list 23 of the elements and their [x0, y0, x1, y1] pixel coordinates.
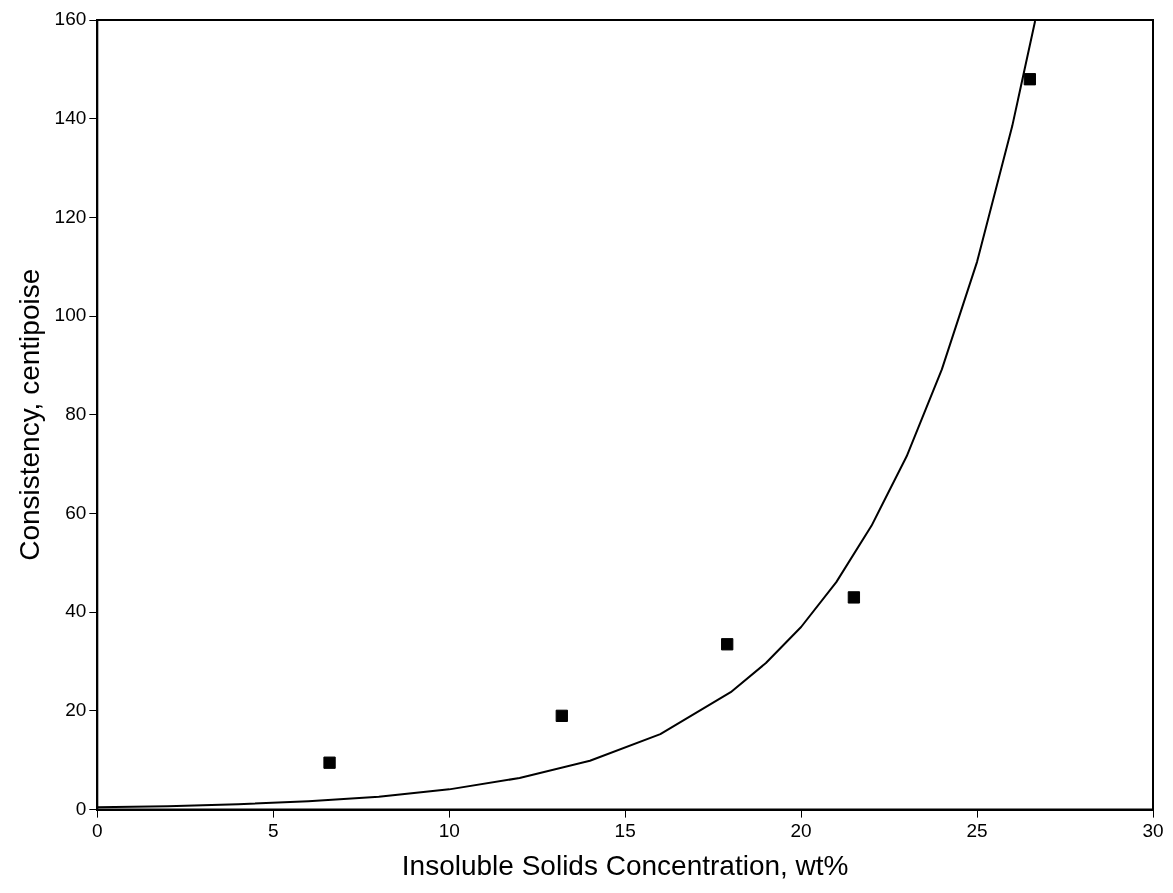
y-tick-label: 160: [54, 8, 87, 30]
y-tick-label: 60: [65, 501, 87, 523]
x-tick-label: 5: [267, 820, 279, 842]
point: [323, 756, 336, 769]
y-tick-label: 40: [65, 600, 87, 622]
point: [555, 709, 568, 722]
point: [721, 638, 734, 651]
y-tick-label: 20: [65, 699, 87, 721]
y-axis-title: Consistency, centipoise: [13, 268, 45, 561]
x-tick-label: 10: [438, 820, 460, 842]
y-tick-label: 100: [54, 304, 87, 326]
x-tick-label: 30: [1142, 820, 1164, 842]
x-tick-label: 20: [790, 820, 812, 842]
x-tick-label: 15: [614, 820, 636, 842]
x-tick-label: 25: [966, 820, 988, 842]
x-tick-label: 0: [92, 820, 103, 842]
y-tick-label: 80: [65, 403, 87, 425]
y-tick-label: 0: [75, 797, 87, 819]
x-axis-title: Insoluble Solids Concentration, wt%: [401, 849, 849, 881]
point: [847, 591, 861, 604]
y-tick-label: 140: [54, 106, 87, 128]
point: [1023, 73, 1036, 86]
y-tick-label: 120: [54, 205, 87, 227]
